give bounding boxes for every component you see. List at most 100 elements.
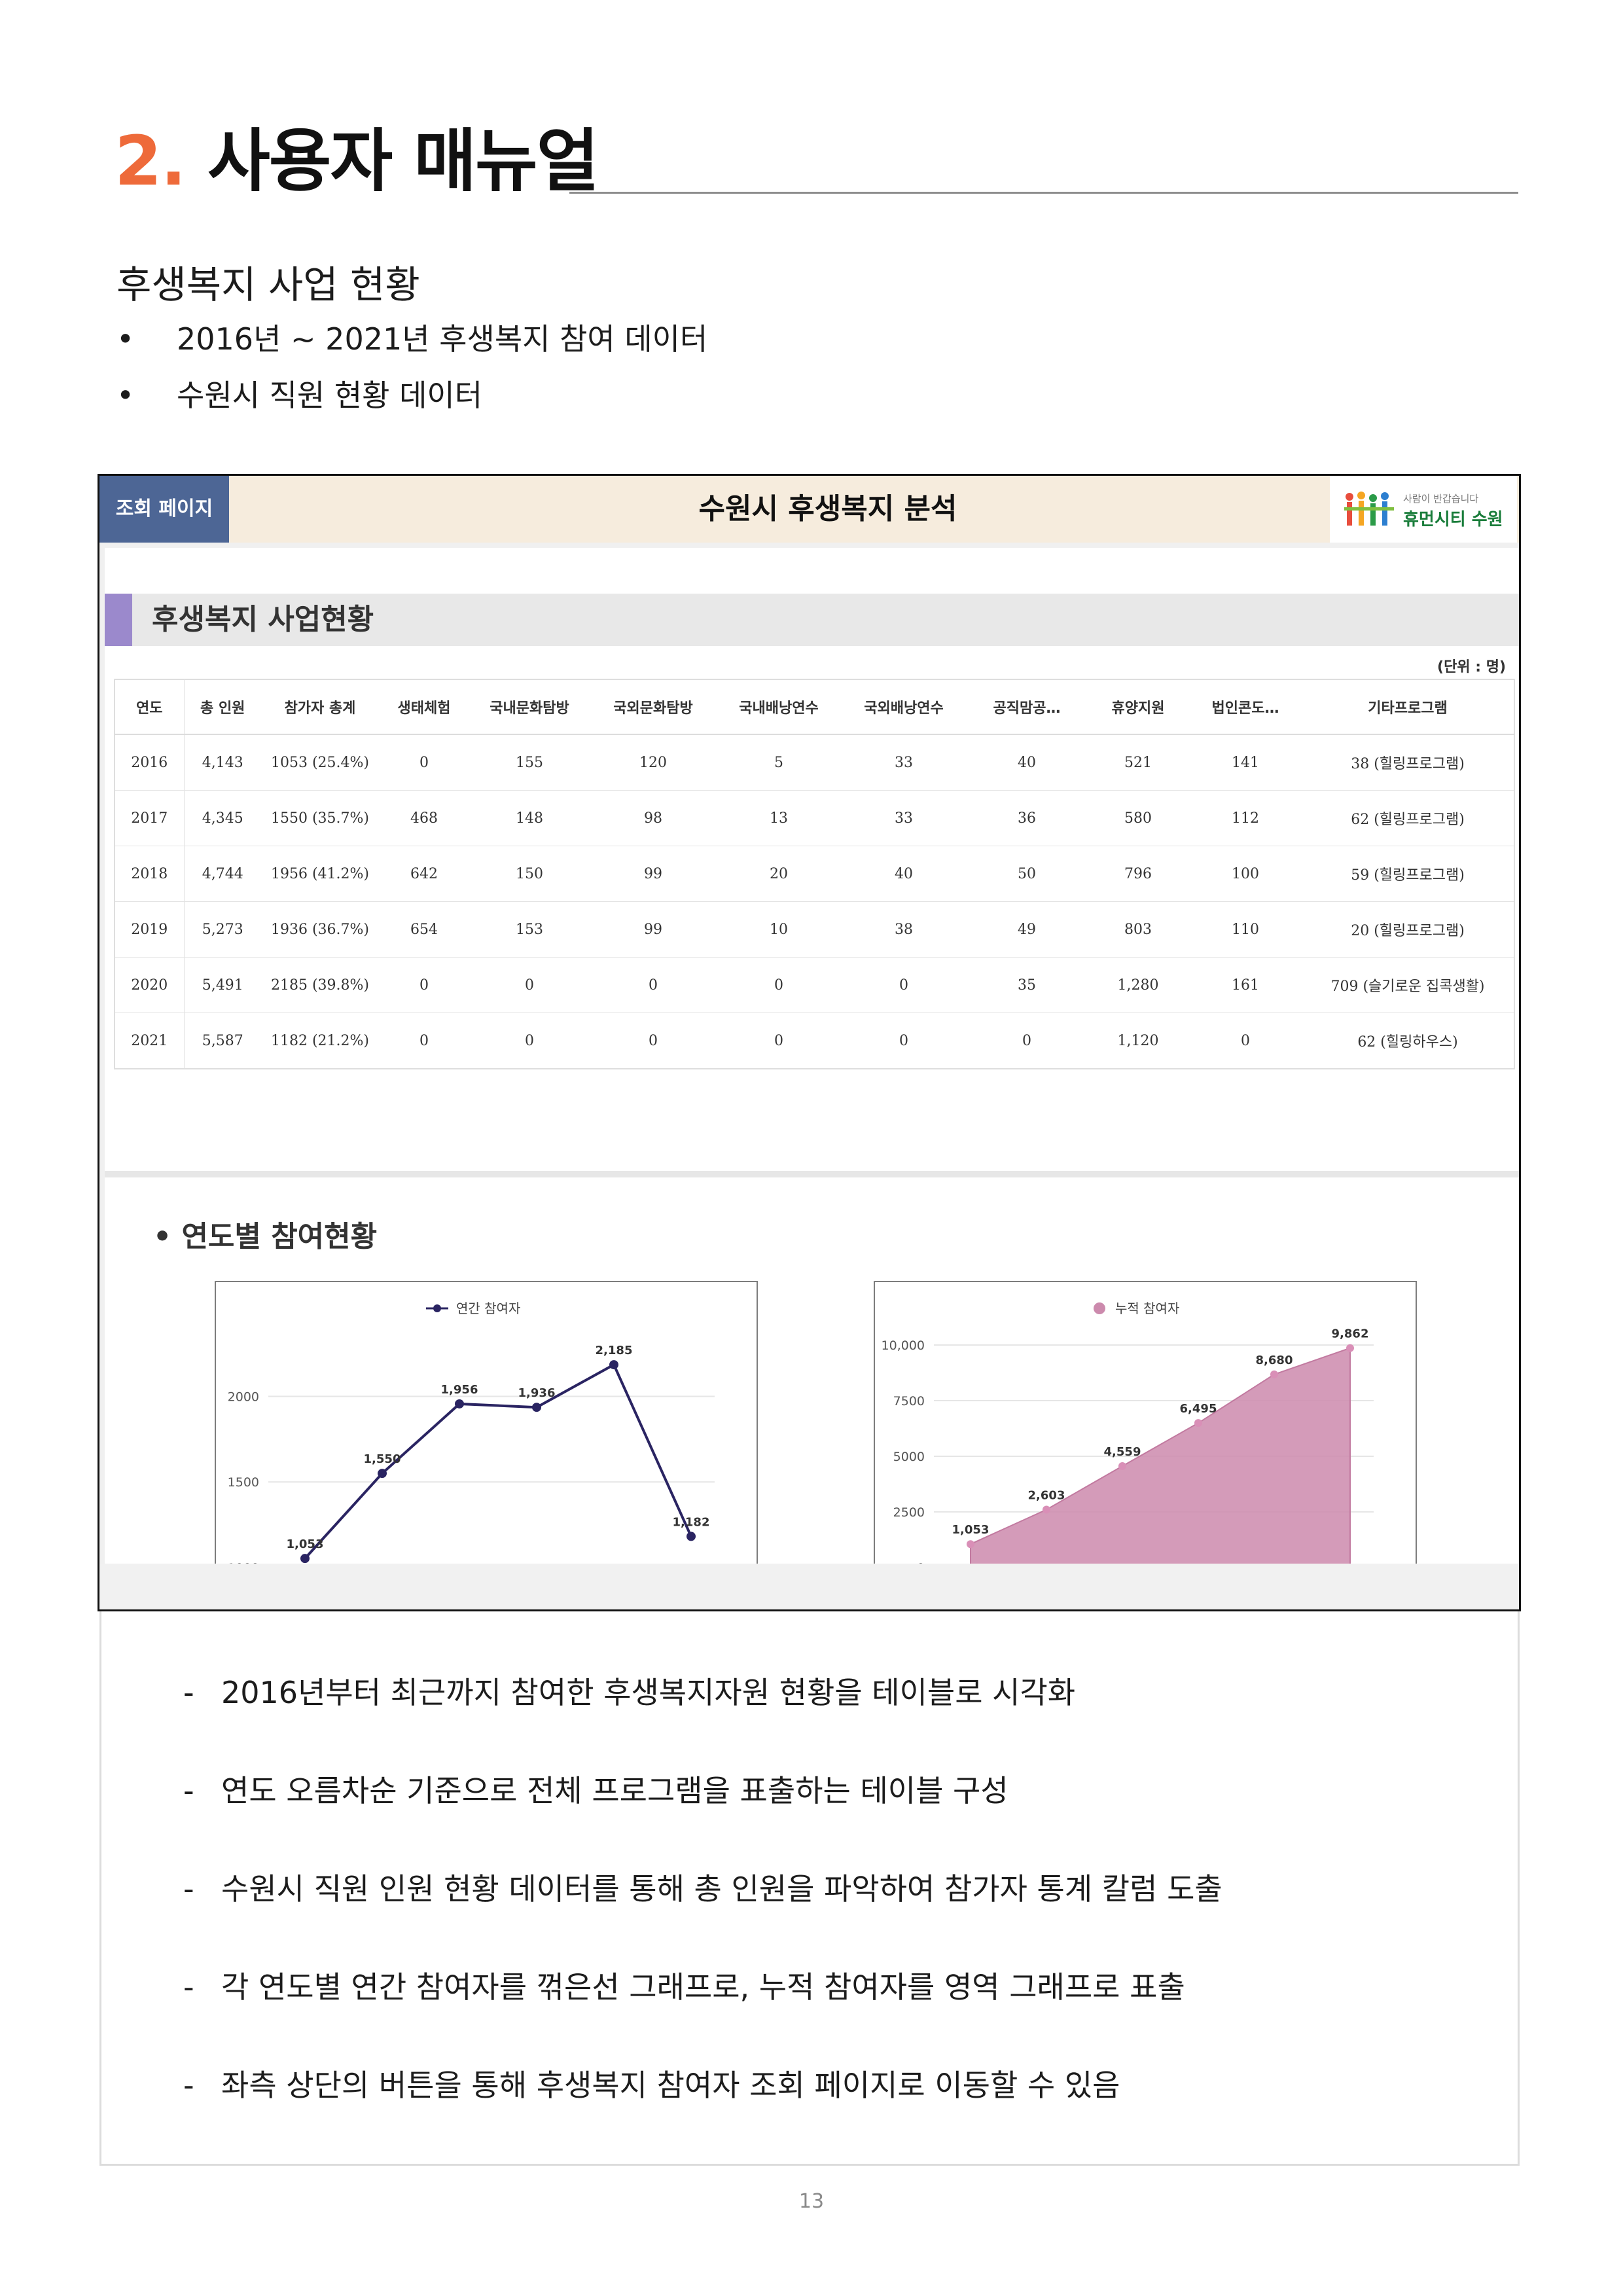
table-cell: 141 [1189, 734, 1302, 791]
table-cell: 580 [1087, 790, 1189, 846]
column-header: 국외배낭연수 [841, 679, 967, 735]
table-cell: 1,280 [1087, 957, 1189, 1013]
table-cell: 38 [841, 901, 967, 958]
table-cell: 0 [717, 1013, 841, 1069]
data-label: 2,603 [1028, 1488, 1065, 1502]
table-cell: 120 [590, 734, 717, 791]
annual-participants-chart: 연간 참여자1000150020002016201720182019202020… [215, 1281, 758, 1602]
note-text: 좌측 상단의 버튼을 통해 후생복지 참여자 조회 페이지로 이동할 수 있음 [221, 2068, 1120, 2103]
line-chart-svg: 연간 참여자1000150020002016201720182019202020… [228, 1300, 715, 1590]
table-cell: 1956 (41.2%) [261, 846, 379, 902]
people-logo-icon [1344, 492, 1394, 526]
column-header: 휴양지원 [1087, 679, 1189, 735]
data-point [1194, 1419, 1202, 1427]
table-cell: 1936 (36.7%) [261, 901, 379, 958]
welfare-section-title: 후생복지 사업현황 [152, 603, 374, 636]
table-cell: 0 [379, 957, 469, 1013]
y-tick-label: 2500 [893, 1505, 925, 1520]
y-tick-label: 1500 [228, 1475, 259, 1490]
data-label: 4,559 [1104, 1445, 1141, 1459]
table-cell: 0 [1189, 1013, 1302, 1069]
table-cell: 0 [841, 957, 967, 1013]
column-header: 생태체험 [379, 679, 469, 735]
data-point [300, 1554, 310, 1564]
note-marker: - [183, 1969, 194, 2005]
bullet-marker: • [116, 321, 135, 357]
table-cell: 110 [1189, 901, 1302, 958]
query-page-button[interactable]: 조회 페이지 [99, 476, 229, 543]
line-series [304, 1363, 692, 1560]
legend-swatch [433, 1304, 441, 1312]
y-tick-label: 5000 [893, 1450, 925, 1464]
table-cell: 35 [967, 957, 1087, 1013]
table-cell: 150 [469, 846, 590, 902]
data-label: 1,053 [287, 1537, 324, 1551]
section-band [105, 594, 1519, 646]
table-cell: 5 [717, 734, 841, 791]
bullet-item: • 2016년 ~ 2021년 후생복지 참여 데이터 [116, 321, 707, 357]
table-cell: 62 (힐링하우스) [1302, 1013, 1514, 1069]
data-label: 1,182 [673, 1515, 710, 1529]
table-cell: 161 [1189, 957, 1302, 1013]
page-number: 13 [798, 2190, 825, 2213]
note-text: 각 연도별 연간 참여자를 꺾은선 그래프로, 누적 참여자를 영역 그래프로 … [221, 1969, 1185, 2005]
table-cell: 99 [590, 901, 717, 958]
note-marker: - [183, 2068, 194, 2103]
y-tick-label: 2000 [228, 1390, 259, 1404]
note-item: -2016년부터 최근까지 참여한 후생복지자원 현황을 테이블로 시각화 [183, 1674, 1075, 1711]
table-cell: 33 [841, 734, 967, 791]
note-item: - 수원시 직원 인원 현황 데이터를 통해 총 인원을 파악하여 참가자 통계 … [183, 1871, 1222, 1907]
table-cell: 20 (힐링프로그램) [1302, 901, 1514, 958]
note-text: 수원시 직원 인원 현황 데이터를 통해 총 인원을 파악하여 참가자 통계 칼… [221, 1871, 1222, 1907]
table-cell: 654 [379, 901, 469, 958]
table-cell: 2021 [115, 1013, 185, 1069]
bullet-item: • 수원시 직원 현황 데이터 [116, 377, 482, 414]
y-tick-label: 10,000 [882, 1338, 925, 1353]
data-label: 1,053 [952, 1523, 990, 1537]
table-cell: 468 [379, 790, 469, 846]
table-cell: 40 [967, 734, 1087, 791]
data-point [378, 1469, 387, 1479]
table-cell: 521 [1087, 734, 1189, 791]
note-item: - 좌측 상단의 버튼을 통해 후생복지 참여자 조회 페이지로 이동할 수 있음 [183, 2067, 1120, 2104]
table-row: 2016 4,143 1053 (25.4%) 0 155 120 5 33 40 521 141 3… [115, 734, 1514, 791]
table-cell: 36 [967, 790, 1087, 846]
table-cell: 99 [590, 846, 717, 902]
heading-rule [569, 192, 1518, 194]
table-row: 2020 5,491 2185 (39.8%) 0 0 0 0 0 35 1,280 161 709 … [115, 957, 1514, 1013]
table-cell: 38 (힐링프로그램) [1302, 734, 1514, 791]
subtitle: 후생복지 사업 현황 [116, 262, 420, 307]
table-cell: 49 [967, 901, 1087, 958]
data-label: 1,550 [364, 1452, 401, 1466]
table-cell: 0 [590, 1013, 717, 1069]
city-logo: 사람이 반갑습니다 휴먼시티 수원 [1330, 476, 1517, 543]
table-cell: 50 [967, 846, 1087, 902]
note-text: 2016년부터 최근까지 참여한 후생복지자원 현황을 테이블로 시각화 [221, 1675, 1076, 1710]
table-cell: 98 [590, 790, 717, 846]
table-cell: 1550 (35.7%) [261, 790, 379, 846]
welfare-content: 후생복지 사업현황 (단위 : 명) 연도 총 인원 참가자 총계 생태체험 국내문화탐… [105, 548, 1519, 1605]
data-label: 9,862 [1332, 1327, 1369, 1341]
table-cell: 642 [379, 846, 469, 902]
data-point [967, 1540, 974, 1549]
app-title: 수원시 후생복지 분석 [698, 492, 957, 526]
table-cell: 709 (슬기로운 집콕생활) [1302, 957, 1514, 1013]
data-point [532, 1403, 541, 1412]
table-cell: 62 (힐링프로그램) [1302, 790, 1514, 846]
welfare-table: 연도 총 인원 참가자 총계 생태체험 국내문화탐방 국외문화탐방 국내배낭연수 국외배낭연수… [114, 679, 1515, 1069]
table-cell: 4,744 [184, 846, 261, 902]
table-cell: 5,587 [184, 1013, 261, 1069]
table-cell: 1,120 [1087, 1013, 1189, 1069]
section-heading: 2. 사용자 매뉴얼 [115, 122, 599, 200]
table-cell: 2018 [115, 846, 185, 902]
section-marker [105, 594, 132, 646]
note-marker: - [183, 1871, 194, 1907]
data-point [687, 1532, 696, 1541]
legend-label: 누적 참여자 [1115, 1300, 1179, 1316]
table-cell: 0 [717, 957, 841, 1013]
table-row: 2017 4,345 1550 (35.7%) 468 148 98 13 33 36 580 11… [115, 790, 1514, 846]
data-point [1118, 1462, 1126, 1470]
unit-label: (단위 : 명) [1437, 659, 1506, 675]
table-cell: 59 (힐링프로그램) [1302, 846, 1514, 902]
column-header: 연도 [115, 679, 185, 735]
